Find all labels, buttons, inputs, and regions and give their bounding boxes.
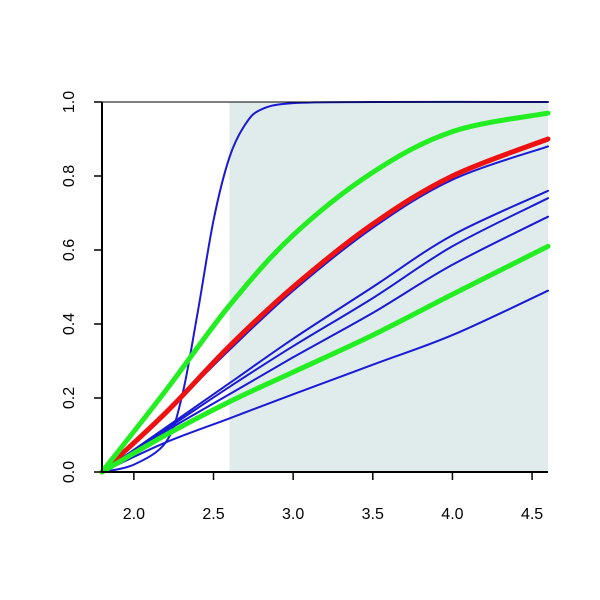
x-tick-label-3: 3.5 — [362, 506, 384, 523]
series-line-7-red — [99, 136, 551, 475]
y-tick-label-4: 0.8 — [61, 165, 78, 187]
y-tick-label-1: 0.2 — [61, 387, 78, 409]
y-tick-label-2: 0.4 — [61, 313, 78, 335]
y-tick-label-3: 0.6 — [61, 239, 78, 261]
x-tick-label-4: 4.0 — [441, 506, 463, 523]
x-tick-label-0: 2.0 — [123, 506, 145, 523]
series-layer — [99, 100, 551, 475]
series-line-4-blue — [101, 197, 549, 473]
axis-layer: 2.0 2.5 3.0 3.5 4.0 4.5 0.0 0.2 0.4 0.6 0.8 1.0 — [61, 91, 548, 523]
series-line-3-blue — [101, 189, 549, 473]
y-tick-label-5: 1.0 — [61, 91, 78, 113]
x-tick-label-1: 2.5 — [202, 506, 224, 523]
series-line-6-blue — [101, 289, 549, 473]
series-line-9-green — [99, 243, 551, 475]
series-line-5-blue — [101, 215, 549, 473]
x-tick-label-5: 4.5 — [521, 506, 543, 523]
y-tick-label-0: 0.0 — [61, 461, 78, 483]
series-line-8-green — [99, 110, 551, 475]
x-tick-label-2: 3.0 — [282, 506, 304, 523]
